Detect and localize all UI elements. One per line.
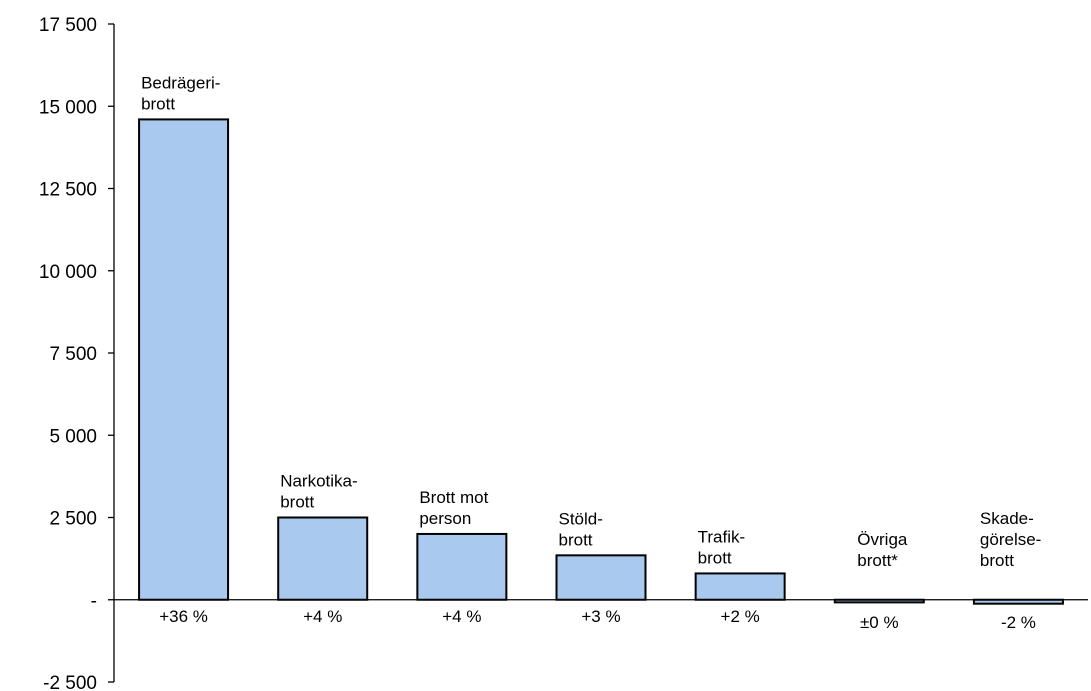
bar [138,118,230,601]
bars [138,118,1064,605]
category-label: brott* [857,551,898,570]
category-label: brott [141,94,175,113]
change-label: +4 % [442,607,481,626]
category-label: görelse- [980,530,1041,549]
bar [555,554,647,601]
bar [694,572,786,601]
category-label: Bedrägeri- [141,73,220,92]
y-tick-label: 7 500 [49,344,97,365]
category-label: Skade- [980,509,1034,528]
bar [833,598,925,604]
category-label: Övriga [857,530,908,549]
category-label: Trafik- [698,527,746,546]
y-tick-label: 2 500 [49,509,97,530]
change-label: ±0 % [860,613,899,632]
y-tick-label: - [91,591,97,612]
change-label: +36 % [159,607,208,626]
y-axis: 17 500 15 000 12 500 10 000 7 500 5 000 2 500 -… [39,15,1088,691]
bar [277,516,369,601]
category-label: person [419,509,471,528]
category-label: brott [280,493,314,512]
category-label: brott [980,551,1014,570]
bar [972,598,1064,605]
change-label: +2 % [721,607,760,626]
y-tick-label: 10 000 [39,262,97,283]
category-label: brott [698,548,732,567]
category-label: brott [559,530,593,549]
labels: Bedrägeri-brott +36 % Narkotika-brott +4 % B… [141,73,1041,631]
change-label: +4 % [303,607,342,626]
category-label: Narkotika- [280,472,357,491]
y-tick-label: 5 000 [49,426,97,447]
y-tick-label: 15 000 [39,97,97,118]
y-tick-label: 17 500 [39,15,97,36]
change-label: +3 % [581,607,620,626]
bar [416,532,508,601]
y-tick-label: -2 500 [43,673,97,691]
change-label: -2 % [1001,613,1036,632]
category-label: Stöld- [559,509,603,528]
category-label: Brott mot [419,488,488,507]
y-tick-label: 12 500 [39,180,97,201]
